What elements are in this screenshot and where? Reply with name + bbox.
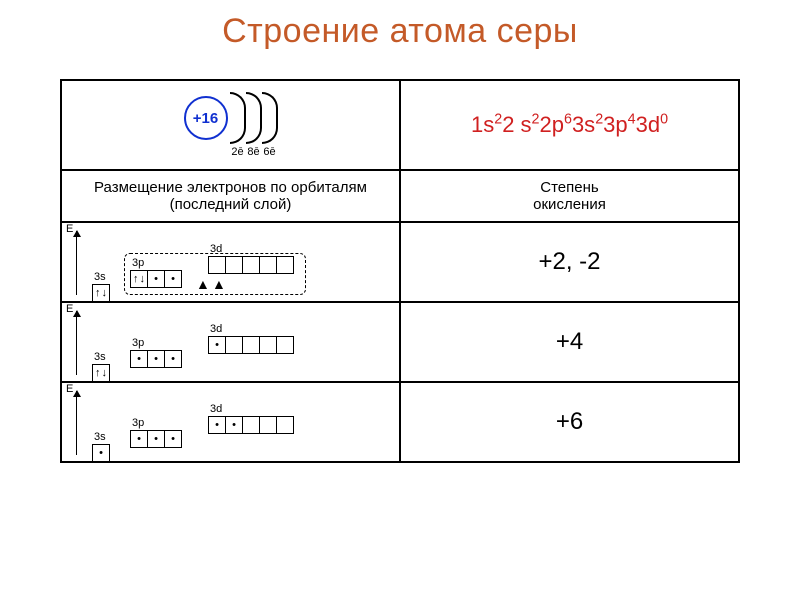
header-oxidation: Степеньокисления: [400, 170, 739, 222]
shell: 8ē: [246, 92, 262, 158]
orbital-diagram: E3s↑↓3p•••3d•: [68, 307, 388, 377]
orbital-cell: E3s•3p•••3d••: [61, 382, 400, 462]
state-row: E3s↑↓3p•••3d•+4: [61, 302, 739, 382]
sublevel-3s: 3s↑↓: [92, 271, 110, 302]
sublevel-3d: 3d•: [208, 323, 294, 354]
oxidation-state: +2, -2: [400, 222, 739, 302]
page-title: Строение атома серы: [40, 12, 760, 51]
shell: 6ē: [262, 92, 278, 158]
orbital-cell: E3s↑↓3p•••3d•: [61, 302, 400, 382]
electron-shells: 2ē8ē6ē: [230, 92, 278, 158]
oxidation-state: +4: [400, 302, 739, 382]
atom-shell-cell: +16 2ē8ē6ē: [61, 80, 400, 170]
structure-table: +16 2ē8ē6ē 1s22 s22p63s23p43d0 Размещени…: [60, 79, 740, 463]
sublevel-3p: 3p•••: [130, 337, 182, 368]
state-row: E3s•3p•••3d••+6: [61, 382, 739, 462]
sublevel-3s: 3s↑↓: [92, 351, 110, 382]
sublevel-3p: 3p•••: [130, 417, 182, 448]
oxidation-state: +6: [400, 382, 739, 462]
orbital-cell: E3s↑↓3p↑↓••3d▲▲: [61, 222, 400, 302]
electron-config: 1s22 s22p63s23p43d0: [471, 112, 668, 137]
sublevel-3s: 3s•: [92, 431, 110, 462]
shell: 2ē: [230, 92, 246, 158]
orbital-diagram: E3s•3p•••3d••: [68, 387, 388, 457]
atom-shell-diagram: +16 2ē8ē6ē: [184, 92, 278, 158]
nucleus: +16: [184, 96, 228, 140]
sublevel-3d: 3d••: [208, 403, 294, 434]
state-row: E3s↑↓3p↑↓••3d▲▲+2, -2: [61, 222, 739, 302]
header-distribution: Размещение электронов по орбиталям (посл…: [61, 170, 400, 222]
orbital-diagram: E3s↑↓3p↑↓••3d▲▲: [68, 227, 388, 297]
electron-config-cell: 1s22 s22p63s23p43d0: [400, 80, 739, 170]
